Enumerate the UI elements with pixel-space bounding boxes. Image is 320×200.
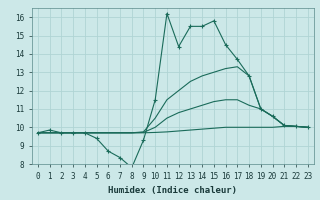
X-axis label: Humidex (Indice chaleur): Humidex (Indice chaleur): [108, 186, 237, 195]
